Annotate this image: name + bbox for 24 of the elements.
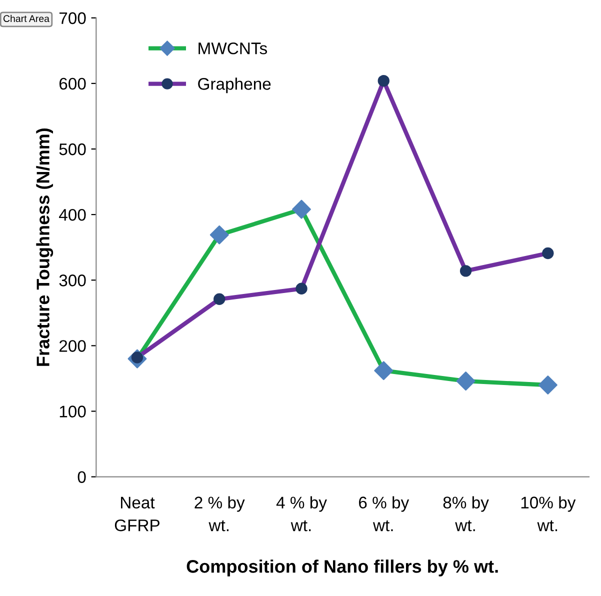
x-axis-title: Composition of Nano fillers by % wt. <box>186 560 498 576</box>
x-tick-label: 4 % by wt. <box>276 496 327 532</box>
legend-label: Graphene <box>198 78 271 94</box>
y-tick-label: 300 <box>59 274 86 286</box>
point <box>210 225 229 244</box>
y-tick-label: 700 <box>59 12 86 24</box>
x-tick-label: 10% by wt. <box>521 496 576 532</box>
x-tick-label: 8% by wt. <box>443 496 489 532</box>
point <box>374 361 394 380</box>
y-tick-label: 200 <box>59 340 86 352</box>
y-tick-label: 0 <box>78 471 86 484</box>
point <box>292 200 311 219</box>
text: Chart Area <box>4 14 50 22</box>
y-tick-label: 600 <box>59 78 86 90</box>
point <box>456 372 476 391</box>
y-tick-label: 500 <box>59 143 86 156</box>
y-tick-label: 100 <box>60 406 86 418</box>
x-tick-label: 2 % by wt. <box>194 496 245 532</box>
legend-label: MWCNTs <box>198 42 267 54</box>
y-axis-title: Fracture Toughness (N/mm) <box>36 128 54 366</box>
x-tick-label: 6 % by wt. <box>359 496 410 532</box>
point <box>538 376 558 394</box>
x-tick-label: Neat GFRP <box>114 496 160 532</box>
y-tick-label: 400 <box>59 208 86 221</box>
